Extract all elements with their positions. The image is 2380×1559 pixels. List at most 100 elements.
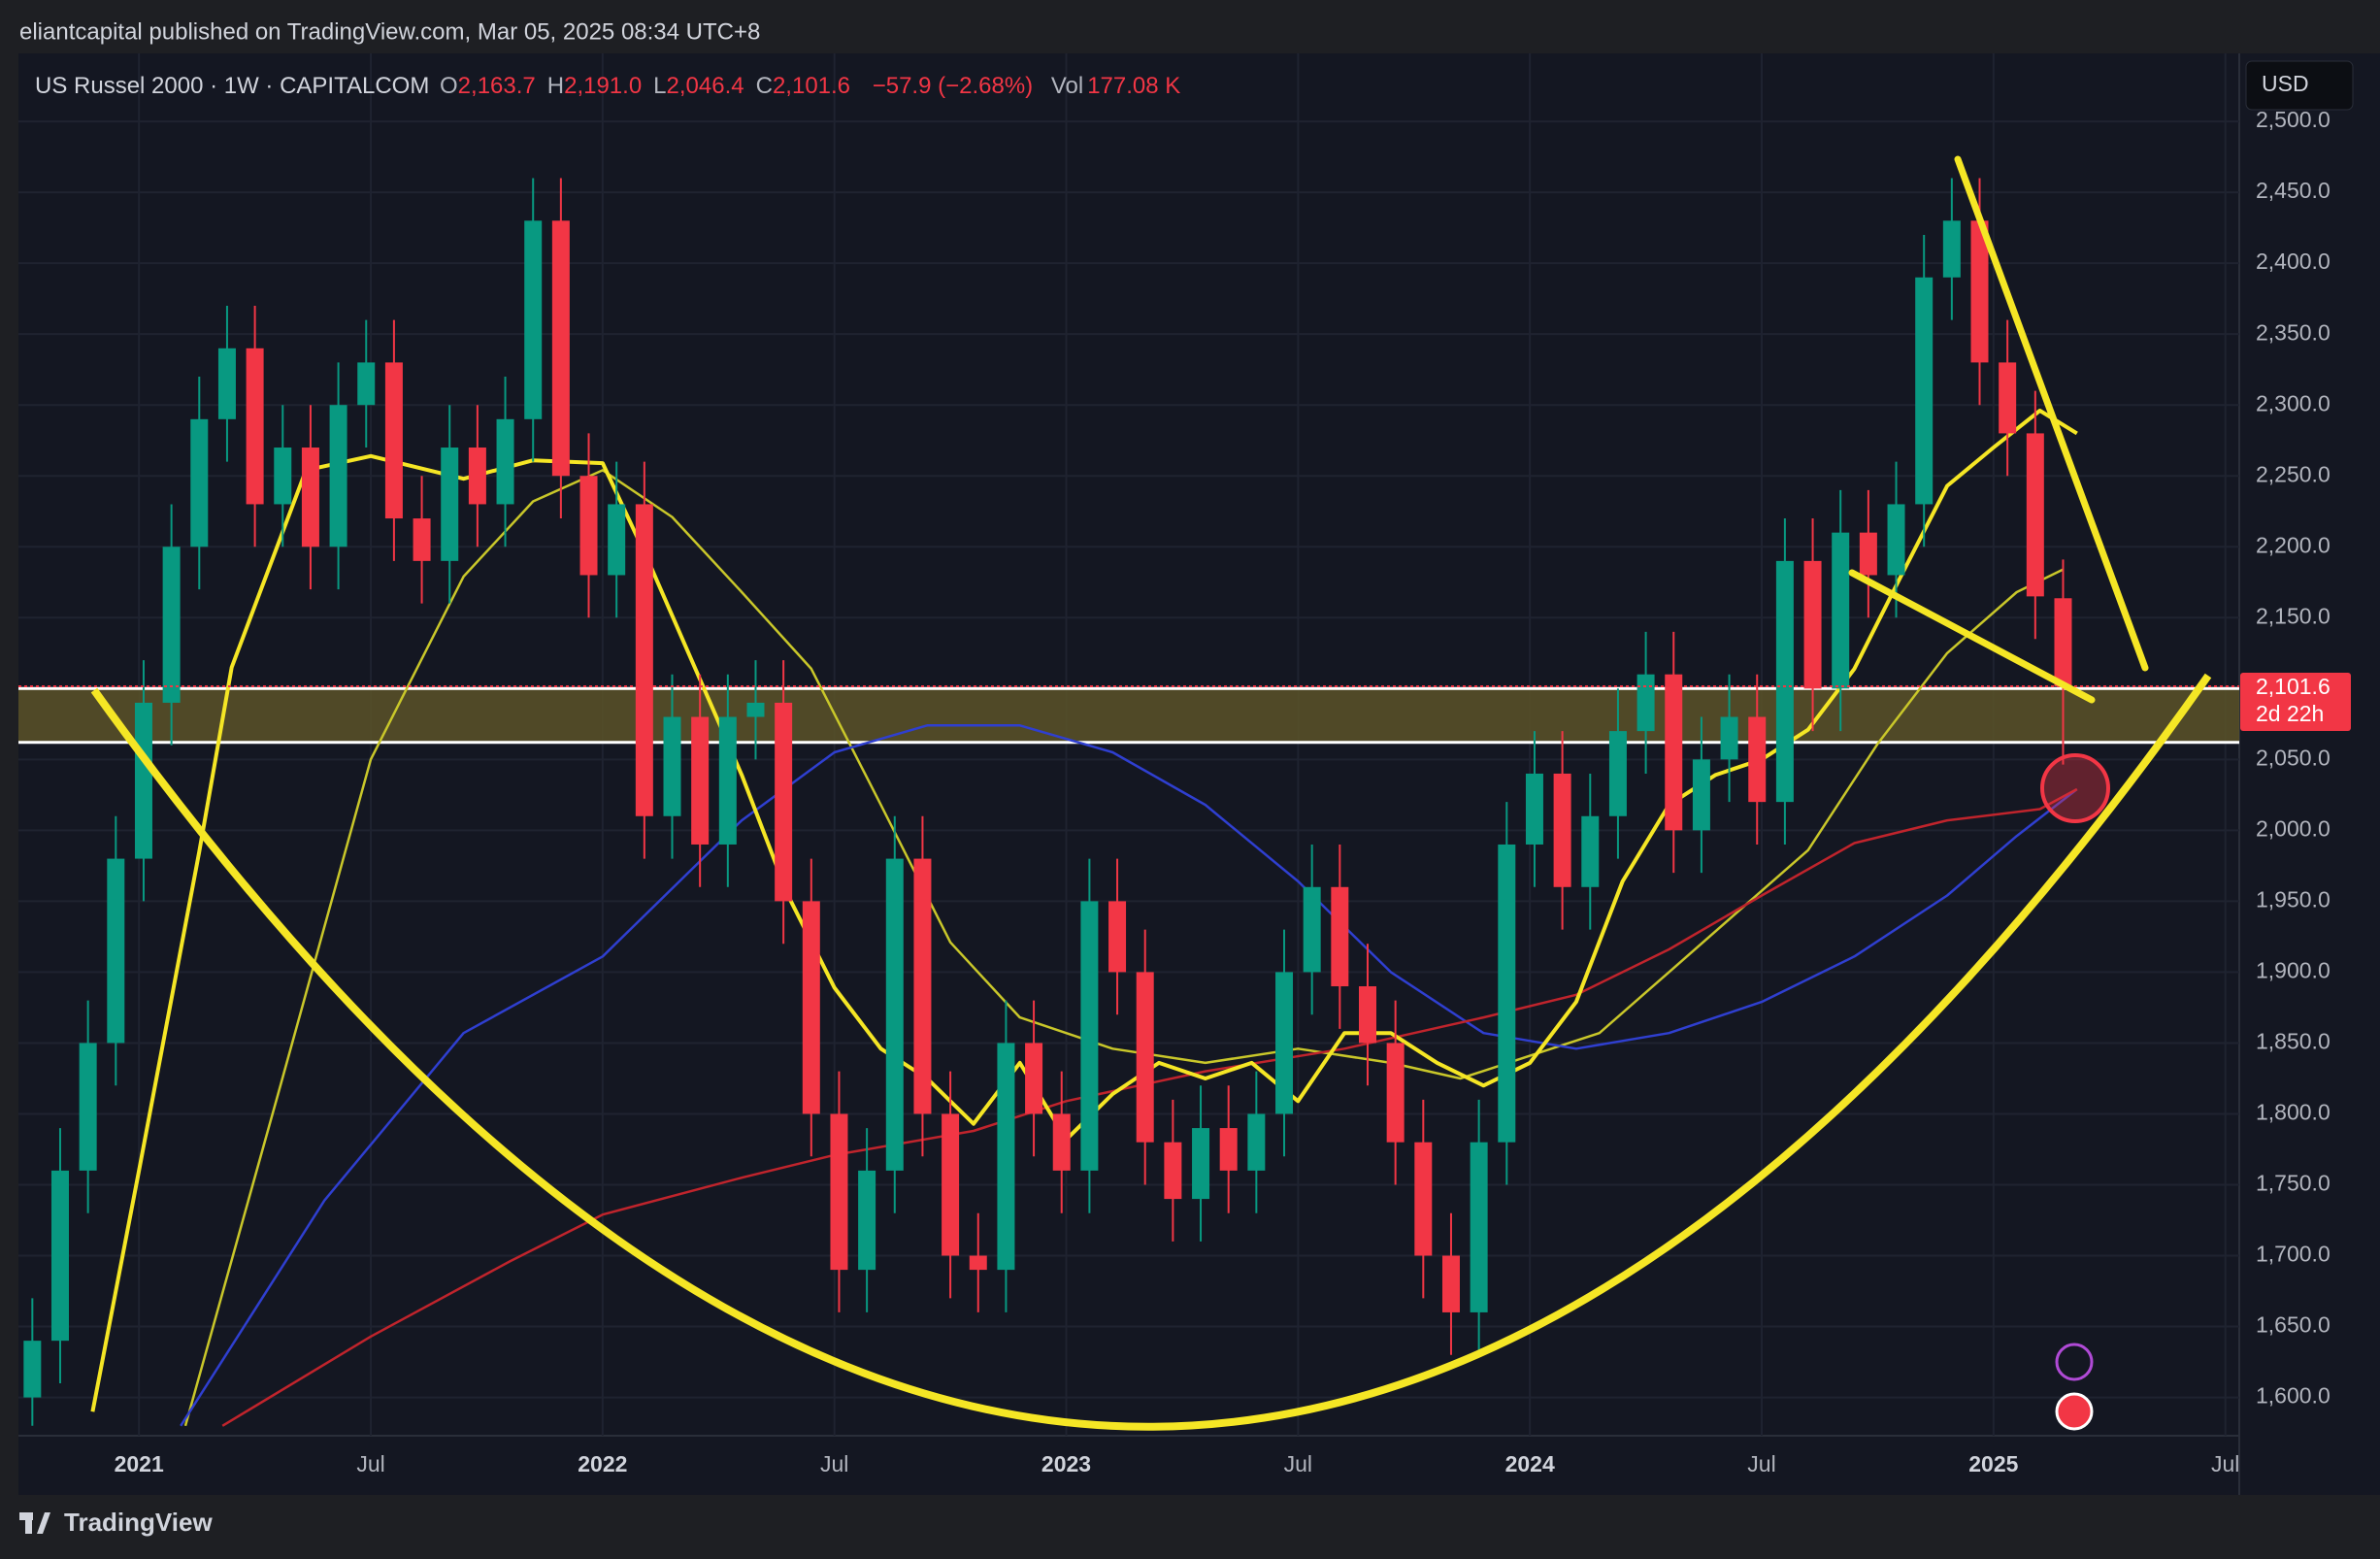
candle-body bbox=[246, 348, 264, 505]
candle-body bbox=[162, 547, 181, 703]
candle-body bbox=[913, 858, 932, 1114]
moving-average bbox=[183, 469, 2065, 1427]
candle-body bbox=[524, 220, 543, 419]
candle-body bbox=[301, 448, 319, 547]
candle-body bbox=[1665, 674, 1683, 831]
candle-body bbox=[190, 418, 209, 547]
support-zone bbox=[18, 688, 2239, 743]
candles bbox=[18, 178, 2239, 1426]
candle-body bbox=[1441, 1255, 1460, 1312]
x-tick-label: 2025 bbox=[1968, 1451, 2018, 1476]
candle-body bbox=[969, 1255, 987, 1271]
candle-body bbox=[1080, 901, 1099, 1171]
y-tick-label: 1,850.0 bbox=[2256, 1029, 2330, 1054]
candle-body bbox=[496, 418, 514, 505]
candle-body bbox=[2026, 433, 2044, 597]
y-tick-label: 1,600.0 bbox=[2256, 1383, 2330, 1409]
candle-body bbox=[718, 716, 737, 845]
ohlc-value: 2,163.7 bbox=[457, 73, 536, 99]
candle-body bbox=[1553, 773, 1571, 887]
candle-body bbox=[1136, 972, 1154, 1143]
x-tick-label: 2023 bbox=[1041, 1451, 1091, 1476]
y-tick-label: 2,250.0 bbox=[2256, 461, 2330, 486]
candle-body bbox=[1219, 1128, 1238, 1171]
candle-body bbox=[357, 362, 376, 406]
x-tick-label: 2024 bbox=[1505, 1451, 1555, 1476]
candle-body bbox=[1303, 886, 1321, 973]
y-tick-label: 1,900.0 bbox=[2256, 957, 2330, 982]
candle-body bbox=[384, 362, 403, 519]
candle-body bbox=[1970, 220, 1989, 363]
candle-body bbox=[1331, 886, 1349, 987]
ohlc-key: L bbox=[653, 73, 667, 99]
candle-body bbox=[551, 220, 570, 477]
candle-body bbox=[1748, 716, 1767, 803]
x-tick-label: 2021 bbox=[115, 1451, 164, 1476]
y-tick-label: 2,400.0 bbox=[2256, 249, 2330, 274]
trend-line bbox=[1954, 155, 2149, 672]
last-price-box bbox=[2240, 672, 2351, 731]
candle-body bbox=[1832, 532, 1850, 689]
candle-body bbox=[1915, 277, 1934, 505]
candle-body bbox=[79, 1043, 97, 1171]
candle-body bbox=[635, 504, 653, 816]
symbol: US Russel 2000 · 1W · CAPITALCOM bbox=[35, 73, 430, 99]
ohlc-key: O bbox=[440, 73, 458, 99]
footer-logo bbox=[19, 1512, 50, 1534]
footer-brand: TradingView bbox=[64, 1508, 213, 1537]
candle-body bbox=[1859, 532, 1877, 576]
candle-body bbox=[858, 1170, 876, 1271]
candle-body bbox=[134, 702, 152, 859]
ohlc-key: C bbox=[755, 73, 773, 99]
candle-body bbox=[468, 448, 486, 505]
currency-box[interactable] bbox=[2245, 60, 2354, 111]
y-tick-label: 2,300.0 bbox=[2256, 390, 2330, 415]
candle-body bbox=[1192, 1128, 1210, 1200]
candle-body bbox=[1498, 844, 1516, 1143]
change: −57.9 (−2.68%) bbox=[872, 73, 1034, 99]
candle-body bbox=[775, 702, 793, 902]
moving-average bbox=[180, 724, 2078, 1427]
y-tick-label: 2,350.0 bbox=[2256, 319, 2330, 345]
candle-body bbox=[608, 504, 626, 576]
y-tick-label: 2,450.0 bbox=[2256, 178, 2330, 203]
candle-body bbox=[1386, 1043, 1405, 1143]
x-tick-label: Jul bbox=[1747, 1451, 1775, 1476]
candle-body bbox=[329, 405, 347, 547]
candle-body bbox=[1692, 759, 1710, 831]
candle-body bbox=[1025, 1043, 1043, 1114]
candle-body bbox=[1942, 220, 1961, 278]
volume-key: Vol bbox=[1050, 73, 1084, 99]
candle-body bbox=[830, 1113, 848, 1271]
y-tick-label: 2,150.0 bbox=[2256, 603, 2330, 628]
candle-body bbox=[2054, 598, 2072, 686]
candle-body bbox=[1525, 773, 1543, 845]
candle-body bbox=[663, 716, 681, 816]
event-icon[interactable] bbox=[2055, 1392, 2094, 1431]
event-icon[interactable] bbox=[2055, 1343, 2094, 1381]
candle-body bbox=[579, 476, 598, 576]
y-tick-label: 1,700.0 bbox=[2256, 1242, 2330, 1267]
y-tick-label: 2,200.0 bbox=[2256, 532, 2330, 557]
candle-body bbox=[942, 1113, 960, 1256]
candle-body bbox=[441, 448, 459, 561]
y-tick-label: 1,800.0 bbox=[2256, 1100, 2330, 1125]
x-tick-label: Jul bbox=[2211, 1451, 2239, 1476]
highlight-circle bbox=[2040, 753, 2110, 823]
y-tick-label: 1,750.0 bbox=[2256, 1171, 2330, 1196]
candle-body bbox=[50, 1170, 69, 1342]
candle-body bbox=[1247, 1113, 1266, 1171]
candle-body bbox=[1636, 674, 1655, 732]
candle-body bbox=[1108, 901, 1127, 973]
candle-body bbox=[23, 1341, 42, 1398]
last-price-label: 2,101.6 bbox=[2256, 674, 2330, 699]
y-tick-label: 2,000.0 bbox=[2256, 815, 2330, 841]
ohlc-value: 2,101.6 bbox=[772, 73, 851, 99]
axes: 1,600.0 1,650.0 1,700.0 1,750.0 1,800.0 1,850… bbox=[115, 107, 2351, 1476]
volume: 177.08 K bbox=[1087, 73, 1181, 99]
candle-body bbox=[1164, 1142, 1182, 1200]
candle-body bbox=[1803, 560, 1822, 689]
zone-layer bbox=[18, 686, 2239, 745]
